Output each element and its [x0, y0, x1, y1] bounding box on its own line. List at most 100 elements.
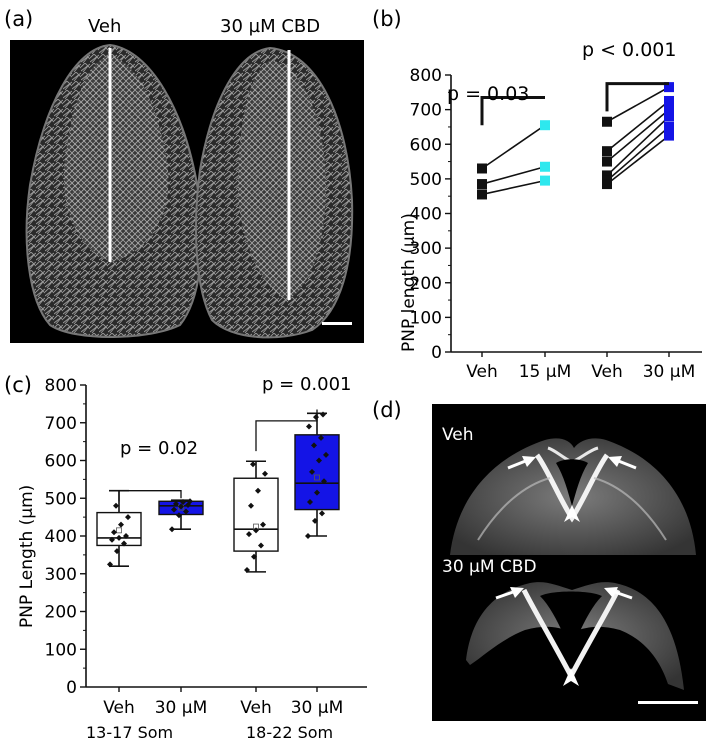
c-data-point — [187, 498, 193, 505]
c-y-tick-label: 300 — [45, 565, 77, 585]
c-data-point — [114, 548, 120, 555]
b-pair-line — [606, 86, 670, 123]
scale-bar-d — [638, 701, 698, 704]
arrowhead-cbd-icon — [563, 668, 579, 686]
panel-d: (d) Veh 30 µM CBD — [372, 398, 706, 721]
b-point-treated — [664, 95, 674, 106]
b-y-tick-label: 700 — [410, 101, 442, 121]
b-y-tick-label: 100 — [410, 308, 442, 328]
c-box — [233, 477, 279, 552]
c-bracket-2 — [255, 409, 318, 452]
c-bracket-1 — [118, 490, 182, 502]
panel-b-p-2: p < 0.001 — [582, 39, 676, 61]
c-box — [294, 434, 340, 511]
c-data-point — [260, 521, 266, 528]
panel-d-label-veh: Veh — [442, 425, 474, 445]
scale-bar-a — [322, 322, 352, 325]
c-data-point — [316, 457, 322, 464]
b-point-veh — [602, 116, 612, 127]
c-y-tick-label: 600 — [45, 452, 77, 472]
b-point-veh — [477, 189, 487, 200]
c-data-point — [313, 414, 319, 421]
panel-c-letter: (c) — [4, 373, 32, 397]
panel-c-p-1: p = 0.02 — [120, 438, 198, 459]
c-data-point — [113, 502, 119, 509]
b-pair-line — [606, 134, 670, 185]
c-data-point — [312, 517, 318, 524]
c-y-tick-label: 200 — [45, 603, 77, 623]
c-data-point — [251, 553, 257, 560]
c-data-point — [246, 531, 252, 538]
arrow-right-cbd-icon — [604, 587, 633, 600]
b-point-veh — [602, 170, 612, 181]
b-point-treated — [540, 175, 550, 186]
c-data-point — [320, 411, 326, 418]
panel-c: (c) PNP Length (µm) 0 100 200 300 400 500 600 7… — [4, 373, 367, 742]
panel-a-label-veh: Veh — [88, 16, 121, 37]
c-y-tick-label: 500 — [45, 489, 77, 509]
panel-c-p-2: p = 0.001 — [262, 374, 351, 395]
panel-c-group-1: 13-17 Som — [86, 723, 173, 742]
b-y-tick-label: 600 — [410, 135, 442, 155]
c-data-point — [321, 478, 327, 485]
arrow-left-veh-icon — [507, 456, 536, 470]
b-point-treated — [664, 130, 674, 141]
c-data-point — [111, 529, 117, 536]
c-mean-marker — [314, 474, 320, 481]
b-pair-line — [606, 115, 670, 176]
panel-a-letter: (a) — [4, 7, 33, 31]
c-data-point — [250, 461, 256, 468]
chart-b: 0 100 200 300 400 500 600 700 800 Veh 15 µM Veh 30 µ… — [410, 66, 702, 382]
c-data-point — [258, 542, 264, 549]
c-data-point — [116, 534, 122, 541]
c-y-tick-label: 400 — [45, 527, 77, 547]
panel-b-ylabel: PNP length (µm) — [399, 213, 419, 352]
b-point-veh — [477, 179, 487, 190]
panel-a: (a) Veh 30 µM CBD — [4, 7, 364, 343]
b-point-treated — [664, 121, 674, 132]
b-point-treated — [664, 104, 674, 115]
b-x-tick-label: Veh — [591, 362, 623, 382]
embryo-veh — [25, 43, 203, 338]
c-data-point — [169, 526, 175, 533]
c-data-point — [107, 561, 113, 568]
panel-d-letter: (d) — [372, 398, 402, 422]
b-bracket-1 — [480, 96, 545, 126]
c-data-point — [314, 489, 320, 496]
c-data-point — [109, 536, 115, 543]
b-bracket-2 — [605, 82, 669, 112]
b-point-veh — [477, 163, 487, 174]
c-data-point — [255, 487, 261, 494]
c-data-point — [319, 510, 325, 517]
b-pair-line — [481, 165, 546, 185]
b-y-tick-label: 800 — [410, 66, 442, 86]
b-pair-line — [481, 179, 546, 196]
b-y-tick-label: 400 — [410, 205, 442, 225]
b-y-tick-label: 300 — [410, 239, 442, 259]
c-y-tick-label: 700 — [45, 414, 77, 434]
c-data-point — [311, 442, 317, 449]
panel-c-group-2: 18-22 Som — [246, 723, 333, 742]
c-data-point — [118, 521, 124, 528]
arrowhead-veh-icon — [564, 505, 580, 522]
arrow-left-cbd-icon — [495, 587, 524, 600]
c-data-point — [176, 512, 182, 519]
c-data-point — [318, 434, 324, 441]
panel-a-label-cbd: 30 µM CBD — [220, 16, 320, 37]
panel-d-label-cbd: 30 µM CBD — [442, 557, 537, 577]
b-y-tick-label: 200 — [410, 274, 442, 294]
b-point-treated — [540, 120, 550, 131]
c-data-point — [307, 499, 313, 506]
arrow-right-veh-icon — [608, 456, 637, 470]
c-data-point — [306, 423, 312, 430]
c-data-point — [323, 451, 329, 458]
b-point-veh — [602, 146, 612, 157]
b-pair-line — [606, 109, 670, 163]
c-data-point — [123, 533, 129, 539]
c-data-point — [183, 508, 189, 515]
b-point-treated — [664, 82, 674, 93]
b-x-tick-label: Veh — [466, 362, 498, 382]
c-x-tick-label: Veh — [103, 698, 135, 718]
c-data-point — [244, 566, 250, 573]
c-x-tick-label: 30 µM — [155, 698, 208, 718]
